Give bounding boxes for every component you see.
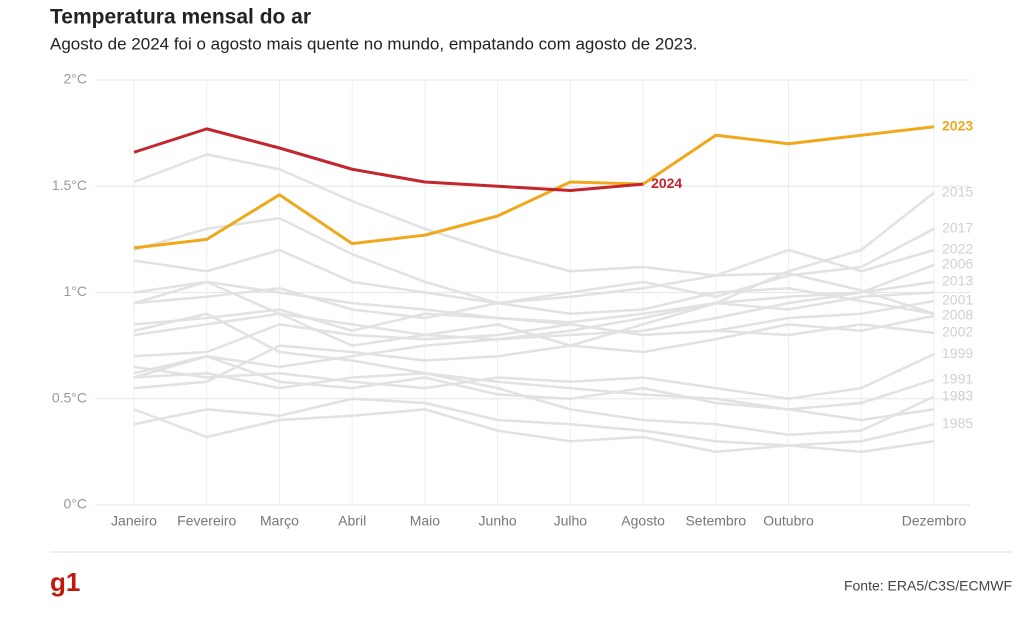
- series-label: 2006: [942, 256, 973, 272]
- series-label: 2002: [942, 324, 973, 340]
- series-label: 1999: [942, 345, 973, 361]
- series-line: [133, 314, 935, 390]
- x-tick-label: Fevereiro: [177, 513, 236, 529]
- series-line: [133, 280, 935, 337]
- x-tick-label: Janeiro: [111, 513, 157, 529]
- y-tick-label: 1°C: [64, 283, 88, 299]
- x-tick-label: Junho: [479, 513, 517, 529]
- x-tick-label: Julho: [554, 513, 588, 529]
- series-line: [133, 352, 935, 400]
- x-tick-label: Março: [260, 513, 299, 529]
- x-tick-label: Setembro: [685, 513, 746, 529]
- series-label: 2015: [942, 183, 973, 199]
- y-tick-label: 0.5°C: [52, 389, 87, 405]
- series-label: 1991: [942, 370, 973, 386]
- series-line: [133, 191, 935, 347]
- logo: g1: [50, 567, 80, 597]
- series-line: [133, 216, 935, 305]
- series-line: [133, 153, 935, 315]
- series-line: [133, 372, 935, 411]
- series-label: 2023: [942, 117, 973, 133]
- series-label: 2017: [942, 219, 973, 235]
- x-tick-label: Abril: [338, 513, 366, 529]
- series-label: 2001: [942, 292, 973, 308]
- y-tick-label: 2°C: [64, 71, 88, 87]
- series-line: [133, 263, 935, 379]
- series-line: [133, 355, 935, 422]
- chart-subtitle: Agosto de 2024 foi o agosto mais quente …: [50, 34, 697, 53]
- series-label: 1985: [942, 415, 973, 431]
- series-line: [133, 408, 935, 454]
- x-tick-label: Maio: [410, 513, 441, 529]
- series-label: 2022: [942, 241, 973, 257]
- series-line: [133, 299, 935, 358]
- series-line: [133, 397, 935, 454]
- y-tick-label: 0°C: [64, 496, 88, 512]
- series-label: 1983: [942, 387, 973, 403]
- y-tick-label: 1.5°C: [52, 177, 87, 193]
- x-tick-label: Dezembro: [902, 513, 967, 529]
- chart-title: Temperatura mensal do ar: [50, 6, 311, 29]
- series-line: [133, 312, 935, 437]
- series-label: 2024: [651, 175, 682, 191]
- x-tick-label: Outubro: [763, 513, 814, 529]
- source: Fonte: ERA5/C3S/ECMWF: [844, 578, 1012, 594]
- series-label: 2008: [942, 307, 973, 323]
- series-label: 2013: [942, 273, 973, 289]
- series-line: [133, 125, 935, 250]
- series-line: [133, 127, 644, 192]
- series-line: [133, 248, 935, 315]
- x-tick-label: Agosto: [621, 513, 665, 529]
